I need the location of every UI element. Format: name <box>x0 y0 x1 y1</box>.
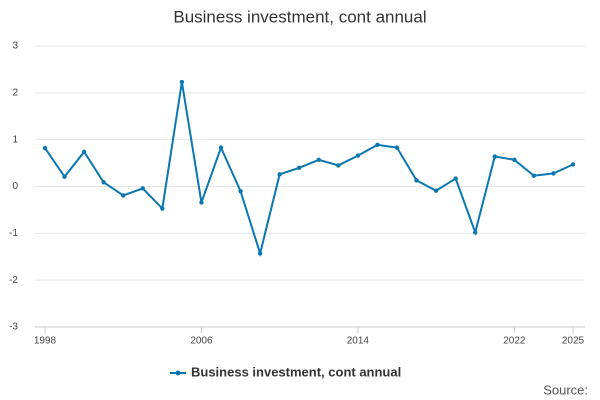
source: Source: <box>543 382 588 397</box>
data-point <box>570 162 576 167</box>
data-point <box>160 206 165 211</box>
data-point <box>218 145 224 150</box>
x-tick-label: 2022 <box>503 336 526 347</box>
data-point <box>551 171 556 176</box>
y-tick-label: 1 <box>12 134 18 145</box>
data-point <box>101 180 106 185</box>
data-point <box>199 200 204 205</box>
data-point <box>394 145 400 150</box>
data-point <box>42 145 48 151</box>
y-tick-label: -3 <box>9 322 18 333</box>
data-point <box>531 173 537 178</box>
data-point <box>121 193 126 198</box>
data-point <box>297 165 302 170</box>
y-tick-label: -1 <box>9 228 18 239</box>
x-tick-label: 2014 <box>347 336 370 347</box>
data-point <box>473 230 478 235</box>
data-point <box>433 188 439 193</box>
data-point <box>316 157 321 163</box>
data-point <box>140 186 145 191</box>
y-tick-label: -2 <box>9 275 18 286</box>
x-tick-label: 2025 <box>562 336 585 347</box>
y-tick-label: 2 <box>12 87 18 98</box>
data-point <box>62 174 67 179</box>
data-point <box>453 176 458 181</box>
data-point <box>375 142 380 148</box>
data-point <box>355 153 361 158</box>
y-tick-label: 3 <box>12 41 18 52</box>
x-tick-label: 1998 <box>34 336 57 347</box>
legend-marker <box>175 370 181 376</box>
y-tick-label: 0 <box>12 181 18 192</box>
data-point <box>257 251 263 256</box>
data-point <box>277 172 282 177</box>
data-point <box>492 154 497 159</box>
x-tick-label: 2006 <box>190 336 213 347</box>
data-point <box>414 178 419 183</box>
data-point <box>238 188 243 194</box>
chart-title: Business investment, cont annual <box>173 7 426 26</box>
data-point <box>179 79 185 85</box>
data-point <box>336 163 341 168</box>
data-point <box>81 149 87 155</box>
data-point <box>512 157 517 163</box>
legend-label: Business investment, cont annual <box>191 364 401 379</box>
series-line <box>44 81 574 258</box>
